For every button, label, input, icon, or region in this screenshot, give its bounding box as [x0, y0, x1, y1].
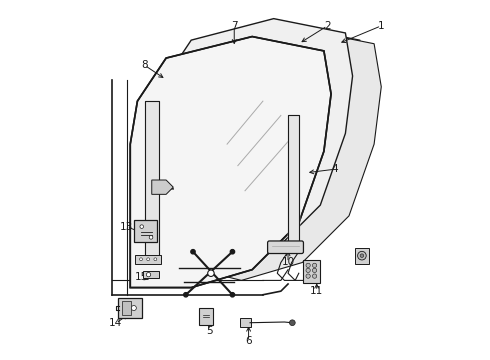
Text: 1: 1 [378, 21, 385, 31]
Circle shape [140, 258, 143, 261]
FancyBboxPatch shape [122, 301, 131, 315]
Circle shape [154, 258, 157, 261]
Circle shape [147, 273, 151, 277]
Circle shape [313, 274, 317, 278]
Circle shape [358, 251, 366, 260]
FancyBboxPatch shape [199, 308, 213, 324]
Polygon shape [184, 30, 381, 280]
Text: 12: 12 [357, 257, 370, 267]
Circle shape [191, 249, 195, 254]
Text: 15: 15 [134, 272, 147, 282]
Text: 10: 10 [281, 257, 294, 267]
FancyBboxPatch shape [268, 241, 303, 253]
FancyBboxPatch shape [135, 255, 161, 264]
Polygon shape [155, 19, 353, 270]
Polygon shape [170, 26, 367, 277]
FancyBboxPatch shape [303, 260, 320, 283]
Circle shape [306, 263, 310, 267]
FancyBboxPatch shape [134, 220, 157, 242]
Text: 3: 3 [152, 175, 159, 185]
Circle shape [313, 263, 317, 267]
Text: 5: 5 [206, 325, 213, 336]
Polygon shape [288, 116, 299, 252]
Text: 14: 14 [109, 319, 122, 328]
Circle shape [184, 293, 188, 297]
Circle shape [140, 225, 144, 228]
Text: 2: 2 [324, 21, 331, 31]
FancyBboxPatch shape [355, 248, 368, 264]
Polygon shape [130, 37, 331, 288]
Polygon shape [145, 101, 159, 259]
Circle shape [306, 268, 310, 273]
FancyBboxPatch shape [118, 298, 142, 319]
Text: 4: 4 [331, 164, 338, 174]
Polygon shape [152, 180, 173, 194]
Circle shape [131, 306, 136, 311]
Text: 6: 6 [245, 336, 252, 346]
Circle shape [230, 293, 235, 297]
Text: 7: 7 [231, 21, 238, 31]
Circle shape [147, 258, 149, 261]
Circle shape [306, 274, 310, 278]
Circle shape [290, 320, 295, 325]
Text: 8: 8 [141, 60, 148, 70]
Circle shape [208, 270, 214, 276]
Circle shape [149, 235, 153, 239]
FancyBboxPatch shape [240, 319, 251, 327]
Circle shape [313, 268, 317, 273]
Text: 11: 11 [310, 286, 323, 296]
FancyBboxPatch shape [143, 271, 159, 278]
Circle shape [230, 249, 235, 254]
Circle shape [360, 254, 364, 257]
Text: 13: 13 [120, 222, 133, 231]
